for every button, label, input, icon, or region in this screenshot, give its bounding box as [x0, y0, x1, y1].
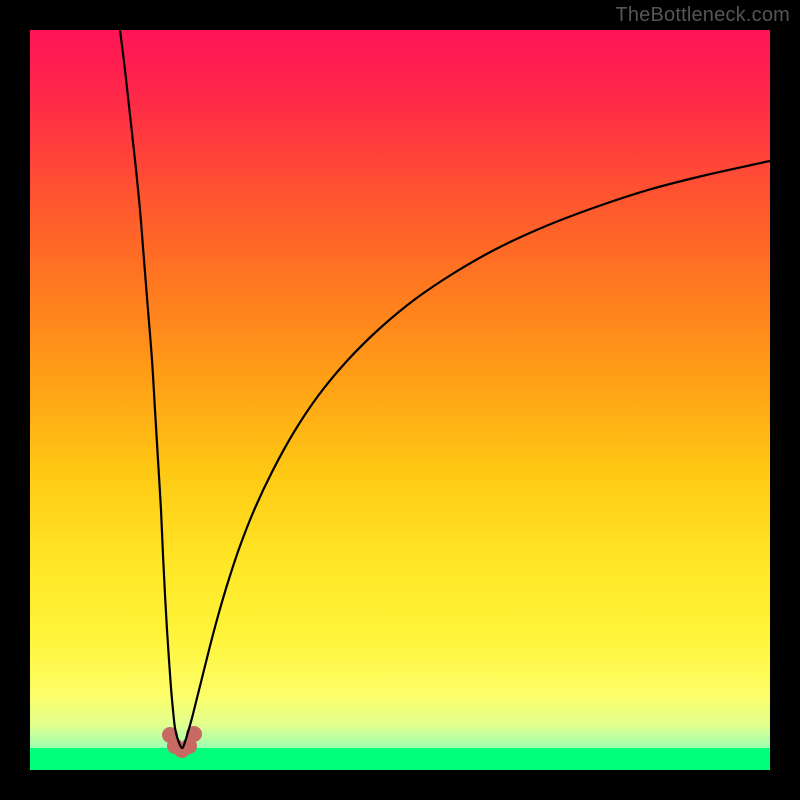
gradient-background: [30, 30, 770, 770]
chart-frame: TheBottleneck.com: [0, 0, 800, 800]
watermark-label: TheBottleneck.com: [615, 4, 790, 27]
bottom-green-band: [30, 748, 770, 770]
bottleneck-curve-chart: [0, 0, 800, 800]
